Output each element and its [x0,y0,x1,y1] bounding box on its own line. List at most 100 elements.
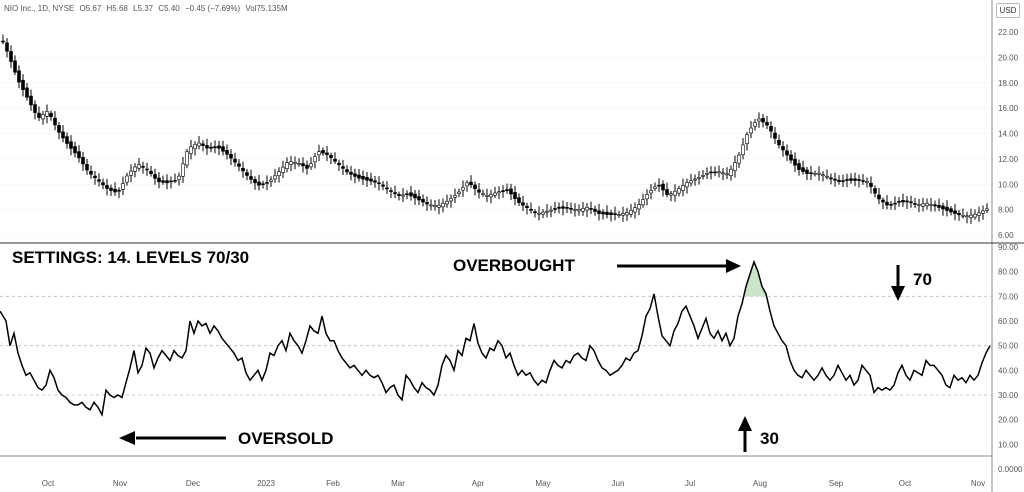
candle-body [277,171,281,177]
candle-body [421,199,425,203]
candle-body [289,161,293,165]
candle-body [257,181,261,186]
candle [429,199,433,211]
overbought-label: OVERBOUGHT [453,256,575,275]
candle [609,209,613,222]
candle [201,140,205,152]
candle [741,137,745,160]
candle [613,206,617,221]
candle [621,206,625,222]
candle-body [765,122,769,126]
candle-body [585,207,589,211]
candle-body [801,167,805,172]
candle-body [565,207,569,209]
candle-body [109,187,113,191]
settings-annotation: SETTINGS: 14. LEVELS 70/30 [12,248,250,267]
close-value: C5.40 [158,4,180,13]
candle-body [301,163,305,167]
time-tick-label: Nov [971,479,985,488]
candle [873,185,877,198]
candle [397,191,401,201]
candle [253,176,257,190]
time-tick-label: Nov [113,479,127,488]
candle-body [945,206,949,211]
candle-body [805,169,809,174]
candle [945,200,949,217]
candle [897,197,901,207]
candle-body [341,166,345,169]
candle [685,178,689,194]
candle-body [73,146,77,154]
candle-body [705,173,709,175]
candle-body [265,182,269,184]
candle [73,141,77,158]
candle [325,145,329,162]
candle-body [949,208,953,213]
candle-body [221,146,225,152]
candle [525,202,529,215]
candle [93,171,97,185]
candle [173,173,177,184]
candle-body [489,194,493,198]
candle-body [741,144,745,156]
candle [377,176,381,191]
candle-body [393,192,397,195]
currency-button[interactable]: USD [996,3,1020,18]
candle [849,173,853,184]
candle [145,162,149,176]
candle-body [937,204,941,208]
candle [557,202,561,214]
candle [953,203,957,221]
candle [665,182,669,198]
candle-body [105,185,109,189]
candle [485,188,489,203]
candle-body [857,179,861,181]
candle-body [69,141,73,149]
candle-body [725,173,729,176]
candle-body [581,208,585,212]
candle [853,172,857,187]
candle-body [297,163,301,165]
candle-body [33,104,37,113]
candle-body [825,175,829,178]
candle [657,178,661,192]
candle [477,183,481,199]
candle [169,176,173,189]
candle [877,187,881,205]
candle [181,157,185,183]
candle [321,147,325,156]
candle [921,197,925,212]
candle [233,152,237,167]
candle-body [809,172,813,175]
time-tick-label: Aug [753,479,767,488]
candle-body [425,202,429,205]
candle [381,180,385,191]
candle-body [673,190,677,196]
candle-body [977,212,981,216]
candle-body [169,180,173,183]
candle [29,89,33,111]
candle [833,172,837,187]
candle [289,155,293,172]
candle [261,180,265,189]
candle [353,168,357,184]
candle-body [545,210,549,213]
candle [337,159,341,172]
candle-body [525,205,529,209]
candle-body [373,180,377,183]
candle [449,194,453,208]
candle-body [209,146,213,149]
candle [981,205,985,220]
candle-body [205,145,209,149]
candle-body [909,201,913,204]
candle [101,178,105,190]
candle [165,174,169,190]
candle-body [53,117,57,126]
candle-body [261,183,265,185]
candle-body [561,206,565,209]
candle-body [317,151,321,156]
candle-body [881,199,885,203]
candle [617,210,621,218]
candle-body [569,207,573,210]
